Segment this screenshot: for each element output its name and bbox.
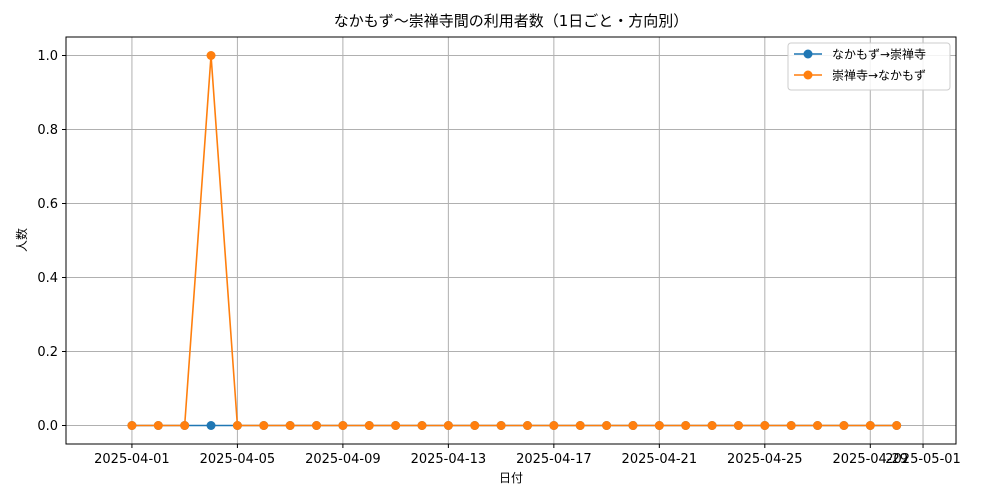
data-point-1: [602, 421, 612, 430]
x-tick-label: 2025-04-09: [305, 452, 381, 467]
x-tick-label: 2025-04-21: [622, 452, 698, 467]
series-layer: [127, 51, 902, 430]
legend-label-1: 崇禅寺→なかもず: [832, 69, 926, 83]
data-point-1: [865, 421, 875, 430]
y-axis-label: 人数: [14, 228, 29, 252]
data-point-1: [892, 421, 902, 430]
chart-title: なかもず〜崇禅寺間の利用者数（1日ごと・方向別）: [334, 12, 689, 30]
plot-frame: [65, 36, 957, 445]
data-point-1: [654, 421, 664, 430]
y-axis-ticks: 0.0 0.2 0.4 0.6 0.8 1.0: [37, 49, 66, 434]
data-point-1: [443, 421, 453, 430]
data-point-1: [549, 421, 559, 430]
data-point-1: [707, 421, 717, 430]
data-point-1: [364, 421, 374, 430]
data-point-1: [760, 421, 770, 430]
series-line-1: [131, 55, 897, 427]
data-point-1: [259, 421, 269, 430]
x-tick-label: 2025-04-25: [727, 452, 803, 467]
x-axis-label: 日付: [499, 471, 523, 485]
data-point-1: [681, 421, 691, 430]
data-point-1: [813, 421, 823, 430]
data-point-1: [391, 421, 401, 430]
data-point-1: [180, 421, 190, 430]
data-point-1: [575, 421, 585, 430]
data-point-1: [786, 421, 796, 430]
x-tick-label: 2025-04-05: [200, 452, 276, 467]
data-point-1: [496, 421, 506, 430]
y-tick-label: 0.0: [37, 419, 58, 434]
data-point-1: [733, 421, 743, 430]
y-tick-label: 0.8: [37, 123, 58, 138]
x-tick-label: 2025-05-01: [885, 452, 961, 467]
data-point-1: [206, 51, 216, 60]
data-point-1: [839, 421, 849, 430]
data-point-1: [417, 421, 427, 430]
data-point-1: [522, 421, 532, 430]
y-tick-label: 0.6: [37, 197, 58, 212]
legend-marker-1: [803, 70, 813, 80]
data-point-1: [127, 421, 137, 430]
x-tick-label: 2025-04-01: [94, 452, 170, 467]
x-axis-ticks: 2025-04-01 2025-04-05 2025-04-09 2025-04-13…: [94, 444, 961, 467]
x-tick-label: 2025-04-17: [516, 452, 592, 467]
data-point-0: [206, 421, 216, 430]
data-point-1: [153, 421, 163, 430]
data-point-1: [338, 421, 348, 430]
legend-marker-0: [803, 49, 813, 59]
grid: [66, 37, 956, 444]
data-point-1: [312, 421, 322, 430]
legend-label-0: なかもず→崇禅寺: [832, 48, 926, 62]
legend-box: [787, 42, 951, 91]
data-point-1: [470, 421, 480, 430]
y-tick-label: 0.2: [37, 345, 58, 360]
x-tick-label: 2025-04-29: [833, 452, 909, 467]
x-tick-label: 2025-04-13: [411, 452, 487, 467]
data-point-1: [232, 421, 242, 430]
data-point-1: [285, 421, 295, 430]
y-tick-label: 0.4: [37, 271, 58, 286]
data-point-1: [628, 421, 638, 430]
y-tick-label: 1.0: [37, 49, 58, 64]
